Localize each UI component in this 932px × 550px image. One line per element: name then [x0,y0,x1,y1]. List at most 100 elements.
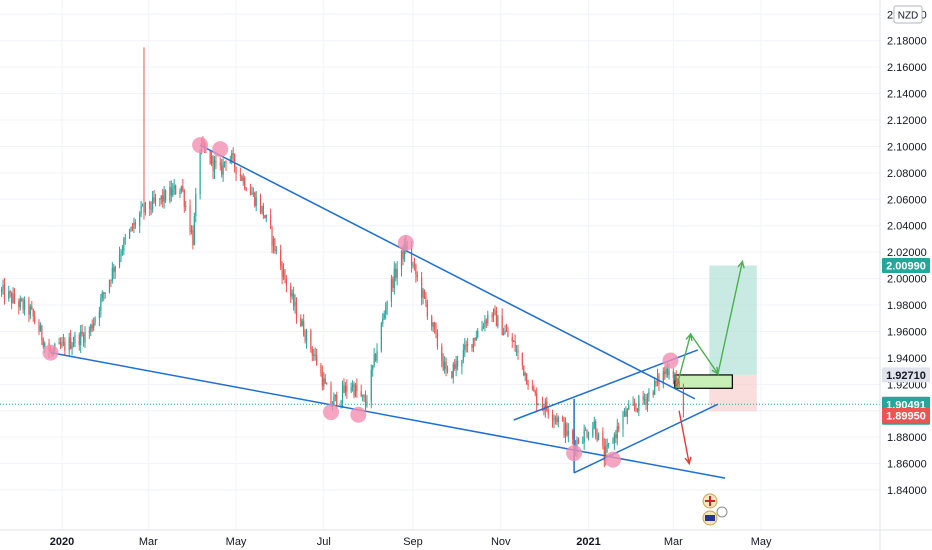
projection-arrow-down [678,410,690,464]
pivot-marker [322,404,339,421]
candle-body [526,373,528,385]
candle-body [587,435,590,438]
pivot-marker [192,137,209,154]
candle-body [524,373,526,376]
candle-body [8,291,10,299]
candle-body [113,267,115,272]
candle-body [577,439,580,443]
candle-body [582,442,584,444]
trendline-wedge-upper[interactable] [199,144,696,400]
trendline-channel-lower[interactable] [573,403,719,474]
candle-body [363,395,365,398]
candle-body [482,326,485,328]
candle-body [402,250,404,260]
candle-body [623,411,626,416]
candle-body [88,331,90,333]
candle-body [554,417,557,419]
candle-body [64,341,66,351]
candle-body [462,350,464,361]
candle-body [0,289,3,292]
candle-body [635,406,637,409]
candle-body [139,213,141,226]
candle-body [124,237,126,240]
candle-body [280,249,282,266]
candle-body [259,197,262,213]
candle-body [34,316,36,323]
candle-body [185,205,187,207]
candle-body [98,311,101,319]
candle-body [472,338,475,349]
y-tick-label: 2.06000 [887,194,927,206]
candle-body [668,371,670,376]
candle-body [118,254,121,267]
candle-body [606,444,608,447]
candle-body [672,371,674,379]
x-tick-label: 2021 [576,536,600,548]
x-tick-label: 2020 [50,536,74,548]
candle-body [664,371,666,374]
candle-body [310,330,312,350]
candle-body [114,266,116,272]
candle-body [613,434,615,443]
candle-body [189,205,191,232]
candle-body [192,230,194,246]
y-tick-label: 2.02000 [887,247,927,259]
candle-body [333,396,335,405]
candle-body [662,371,664,385]
candle-body [121,250,124,254]
candle-body [514,341,516,351]
candle-body [674,376,676,379]
candle-body [665,368,667,374]
candle-body [140,205,142,214]
candle-body [477,331,479,338]
candle-body [546,401,548,410]
candle-body [82,334,85,343]
candle-body [362,395,364,397]
candle-body [152,197,154,210]
candle-body [183,190,185,207]
candle-body [80,331,82,346]
y-tick-label: 2.04000 [887,221,927,233]
y-tick-label: 1.98000 [887,300,927,312]
candle-body [452,364,454,378]
candle-body [336,394,338,406]
candle-body [108,280,111,293]
candle-body [39,325,42,332]
candle-body [547,409,549,416]
candle-body [141,205,144,207]
pivot-markers [42,137,679,468]
economic-events-icon[interactable] [702,493,728,526]
candle-body [412,264,414,266]
candle-body [274,238,276,251]
candle-body [531,386,533,388]
candle-body [491,314,493,318]
candle-body [173,185,175,189]
candle-body [193,216,195,246]
candle-body [9,291,11,294]
candle-body [275,249,277,251]
trendlines[interactable] [50,144,726,479]
candle-body [72,343,75,346]
y-tick-label: 1.84000 [887,485,927,497]
candle-body [344,385,346,393]
candle-body [605,446,607,461]
candle-body [534,391,536,394]
candle-body [625,411,627,417]
candle-body [341,385,344,402]
candle-body [215,160,217,163]
pivot-marker [397,234,414,251]
candle-body [416,274,418,278]
candle-body [602,432,604,447]
candle-body [364,397,367,406]
candle-body [654,380,656,395]
candle-body [636,408,638,412]
candle-body [59,342,62,346]
candle-body [42,339,44,347]
x-tick-label: Sep [403,536,423,548]
candle-body [413,264,416,266]
candle-body [311,349,313,356]
candle-body [326,383,328,385]
candle-body [454,364,456,369]
candle-body [356,384,358,392]
